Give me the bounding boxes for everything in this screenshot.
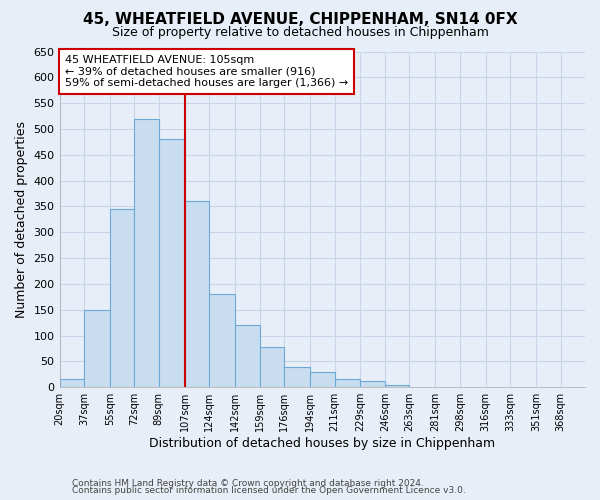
Bar <box>284 366 310 387</box>
Bar <box>235 325 260 387</box>
Bar <box>209 294 235 387</box>
Bar <box>59 380 84 387</box>
Bar <box>185 202 209 387</box>
Bar <box>260 347 284 387</box>
Y-axis label: Number of detached properties: Number of detached properties <box>15 121 28 318</box>
Text: Size of property relative to detached houses in Chippenham: Size of property relative to detached ho… <box>112 26 488 39</box>
Bar <box>110 209 134 387</box>
Text: Contains HM Land Registry data © Crown copyright and database right 2024.: Contains HM Land Registry data © Crown c… <box>72 478 424 488</box>
Bar <box>385 384 409 387</box>
X-axis label: Distribution of detached houses by size in Chippenham: Distribution of detached houses by size … <box>149 437 496 450</box>
Text: 45 WHEATFIELD AVENUE: 105sqm
← 39% of detached houses are smaller (916)
59% of s: 45 WHEATFIELD AVENUE: 105sqm ← 39% of de… <box>65 55 348 88</box>
Text: Contains public sector information licensed under the Open Government Licence v3: Contains public sector information licen… <box>72 486 466 495</box>
Bar <box>361 381 385 387</box>
Bar <box>134 118 159 387</box>
Bar <box>335 380 361 387</box>
Text: 45, WHEATFIELD AVENUE, CHIPPENHAM, SN14 0FX: 45, WHEATFIELD AVENUE, CHIPPENHAM, SN14 … <box>83 12 517 28</box>
Bar <box>310 372 335 387</box>
Bar <box>159 140 185 387</box>
Bar <box>84 310 110 387</box>
